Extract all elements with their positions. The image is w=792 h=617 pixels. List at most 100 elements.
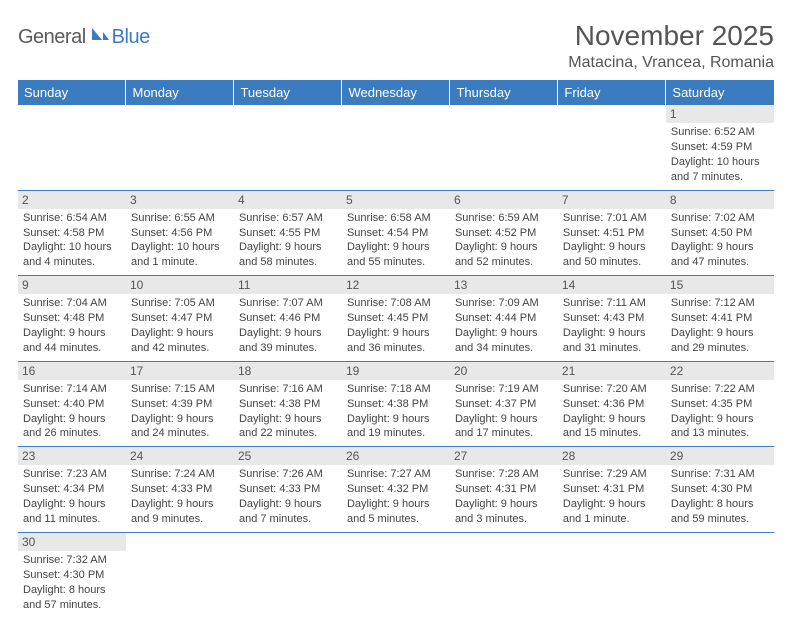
sunrise-text: Sunrise: 7:31 AM xyxy=(671,467,769,482)
calendar-day-cell xyxy=(342,105,450,190)
day-number: 17 xyxy=(126,362,234,380)
daylight-text: Daylight: 9 hours xyxy=(563,412,661,427)
day-number: 8 xyxy=(666,191,774,209)
sunset-text: Sunset: 4:33 PM xyxy=(239,482,337,497)
sunset-text: Sunset: 4:46 PM xyxy=(239,311,337,326)
sunrise-text: Sunrise: 7:11 AM xyxy=(563,296,661,311)
weekday-header: Friday xyxy=(558,80,666,105)
day-number: 25 xyxy=(234,447,342,465)
sunset-text: Sunset: 4:58 PM xyxy=(23,226,121,241)
sunset-text: Sunset: 4:36 PM xyxy=(563,397,661,412)
sunset-text: Sunset: 4:38 PM xyxy=(239,397,337,412)
sunrise-text: Sunrise: 7:08 AM xyxy=(347,296,445,311)
calendar-week-row: 9Sunrise: 7:04 AMSunset: 4:48 PMDaylight… xyxy=(18,276,774,362)
daylight-text: and 50 minutes. xyxy=(563,255,661,270)
daylight-text: and 26 minutes. xyxy=(23,426,121,441)
daylight-text: Daylight: 10 hours xyxy=(671,155,769,170)
sunrise-text: Sunrise: 6:59 AM xyxy=(455,211,553,226)
day-number: 21 xyxy=(558,362,666,380)
day-number: 27 xyxy=(450,447,558,465)
daylight-text: Daylight: 9 hours xyxy=(347,326,445,341)
day-number: 26 xyxy=(342,447,450,465)
calendar-table: Sunday Monday Tuesday Wednesday Thursday… xyxy=(18,80,774,617)
daylight-text: Daylight: 9 hours xyxy=(131,412,229,427)
calendar-day-cell: 30 Sunrise: 7:32 AMSunset: 4:30 PMDayligh… xyxy=(18,532,126,617)
sunset-text: Sunset: 4:52 PM xyxy=(455,226,553,241)
calendar-day-cell: 29Sunrise: 7:31 AMSunset: 4:30 PMDayligh… xyxy=(666,447,774,533)
calendar-day-cell: 6Sunrise: 6:59 AMSunset: 4:52 PMDaylight… xyxy=(450,190,558,276)
brand-text-general: General xyxy=(18,26,86,49)
sunset-text: Sunset: 4:32 PM xyxy=(347,482,445,497)
daylight-text: Daylight: 9 hours xyxy=(131,497,229,512)
daylight-text: Daylight: 9 hours xyxy=(671,412,769,427)
day-number: 6 xyxy=(450,191,558,209)
daylight-text: Daylight: 9 hours xyxy=(239,326,337,341)
sunrise-text: Sunrise: 7:27 AM xyxy=(347,467,445,482)
daylight-text: and 4 minutes. xyxy=(23,255,121,270)
daylight-text: Daylight: 8 hours xyxy=(671,497,769,512)
sunset-text: Sunset: 4:47 PM xyxy=(131,311,229,326)
calendar-day-cell: 16Sunrise: 7:14 AMSunset: 4:40 PMDayligh… xyxy=(18,361,126,447)
calendar-day-cell xyxy=(18,105,126,190)
calendar-day-cell: 21Sunrise: 7:20 AMSunset: 4:36 PMDayligh… xyxy=(558,361,666,447)
sunrise-text: Sunrise: 7:05 AM xyxy=(131,296,229,311)
day-number: 7 xyxy=(558,191,666,209)
sunrise-text: Sunrise: 6:58 AM xyxy=(347,211,445,226)
sunset-text: Sunset: 4:54 PM xyxy=(347,226,445,241)
weekday-header: Sunday xyxy=(18,80,126,105)
calendar-day-cell: 11Sunrise: 7:07 AMSunset: 4:46 PMDayligh… xyxy=(234,276,342,362)
daylight-text: and 11 minutes. xyxy=(23,512,121,527)
calendar-day-cell: 23Sunrise: 7:23 AMSunset: 4:34 PMDayligh… xyxy=(18,447,126,533)
daylight-text: Daylight: 9 hours xyxy=(455,412,553,427)
title-block: November 2025 Matacina, Vrancea, Romania xyxy=(568,20,774,72)
weekday-header: Tuesday xyxy=(234,80,342,105)
day-number: 9 xyxy=(18,276,126,294)
calendar-day-cell: 24Sunrise: 7:24 AMSunset: 4:33 PMDayligh… xyxy=(126,447,234,533)
sunset-text: Sunset: 4:44 PM xyxy=(455,311,553,326)
day-number: 10 xyxy=(126,276,234,294)
sunset-text: Sunset: 4:45 PM xyxy=(347,311,445,326)
calendar-day-cell: 12Sunrise: 7:08 AMSunset: 4:45 PMDayligh… xyxy=(342,276,450,362)
calendar-day-cell xyxy=(234,532,342,617)
sunset-text: Sunset: 4:39 PM xyxy=(131,397,229,412)
day-number: 23 xyxy=(18,447,126,465)
day-number: 18 xyxy=(234,362,342,380)
daylight-text: and 9 minutes. xyxy=(131,512,229,527)
day-number: 22 xyxy=(666,362,774,380)
sunset-text: Sunset: 4:50 PM xyxy=(671,226,769,241)
day-number: 16 xyxy=(18,362,126,380)
day-number: 11 xyxy=(234,276,342,294)
sunrise-text: Sunrise: 7:01 AM xyxy=(563,211,661,226)
daylight-text: Daylight: 8 hours xyxy=(23,583,121,598)
calendar-day-cell xyxy=(126,532,234,617)
calendar-day-cell: 26Sunrise: 7:27 AMSunset: 4:32 PMDayligh… xyxy=(342,447,450,533)
sunset-text: Sunset: 4:59 PM xyxy=(671,140,769,155)
sunset-text: Sunset: 4:30 PM xyxy=(23,568,121,583)
calendar-day-cell: 4Sunrise: 6:57 AMSunset: 4:55 PMDaylight… xyxy=(234,190,342,276)
sunset-text: Sunset: 4:40 PM xyxy=(23,397,121,412)
calendar-day-cell: 13Sunrise: 7:09 AMSunset: 4:44 PMDayligh… xyxy=(450,276,558,362)
sunrise-text: Sunrise: 7:32 AM xyxy=(23,553,121,568)
calendar-day-cell xyxy=(558,532,666,617)
day-number: 13 xyxy=(450,276,558,294)
daylight-text: Daylight: 9 hours xyxy=(239,412,337,427)
location-subtitle: Matacina, Vrancea, Romania xyxy=(568,54,774,72)
calendar-day-cell: 22Sunrise: 7:22 AMSunset: 4:35 PMDayligh… xyxy=(666,361,774,447)
calendar-day-cell xyxy=(450,105,558,190)
calendar-day-cell: 2Sunrise: 6:54 AMSunset: 4:58 PMDaylight… xyxy=(18,190,126,276)
daylight-text: Daylight: 9 hours xyxy=(23,497,121,512)
daylight-text: Daylight: 10 hours xyxy=(23,240,121,255)
daylight-text: and 29 minutes. xyxy=(671,341,769,356)
sunset-text: Sunset: 4:33 PM xyxy=(131,482,229,497)
sunrise-text: Sunrise: 6:54 AM xyxy=(23,211,121,226)
calendar-day-cell: 19Sunrise: 7:18 AMSunset: 4:38 PMDayligh… xyxy=(342,361,450,447)
sunset-text: Sunset: 4:56 PM xyxy=(131,226,229,241)
weekday-header: Wednesday xyxy=(342,80,450,105)
day-number: 1 xyxy=(666,105,774,123)
calendar-day-cell: 15Sunrise: 7:12 AMSunset: 4:41 PMDayligh… xyxy=(666,276,774,362)
daylight-text: Daylight: 9 hours xyxy=(455,326,553,341)
daylight-text: and 1 minute. xyxy=(563,512,661,527)
day-number: 30 xyxy=(18,533,126,551)
sunset-text: Sunset: 4:35 PM xyxy=(671,397,769,412)
day-number: 5 xyxy=(342,191,450,209)
